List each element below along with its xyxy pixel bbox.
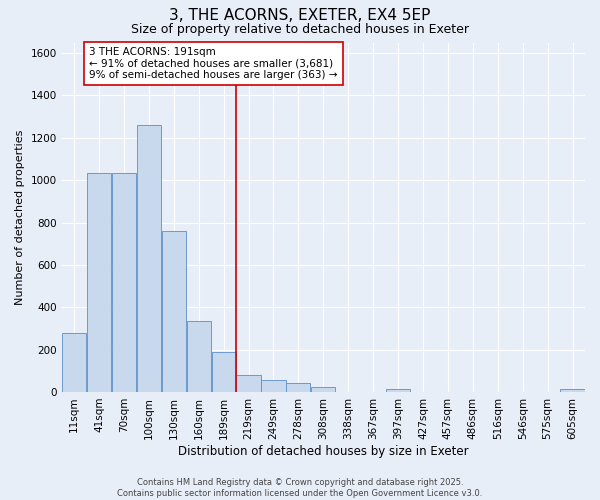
Bar (162, 231, 186, 392)
Bar (262, 380, 286, 392)
Text: 3, THE ACORNS, EXETER, EX4 5EP: 3, THE ACORNS, EXETER, EX4 5EP (169, 8, 431, 22)
Bar (386, 389, 410, 392)
X-axis label: Distribution of detached houses by size in Exeter: Distribution of detached houses by size … (178, 444, 469, 458)
Bar (311, 388, 335, 392)
Bar (137, 125, 161, 392)
Bar (560, 389, 584, 392)
Bar (87, 173, 111, 392)
Y-axis label: Number of detached properties: Number of detached properties (15, 130, 25, 305)
Bar (212, 352, 236, 392)
Text: 3 THE ACORNS: 191sqm
← 91% of detached houses are smaller (3,681)
9% of semi-det: 3 THE ACORNS: 191sqm ← 91% of detached h… (89, 46, 338, 80)
Bar (187, 321, 211, 392)
Text: Contains HM Land Registry data © Crown copyright and database right 2025.
Contai: Contains HM Land Registry data © Crown c… (118, 478, 482, 498)
Text: Size of property relative to detached houses in Exeter: Size of property relative to detached ho… (131, 22, 469, 36)
Bar (286, 384, 310, 392)
Bar (236, 375, 260, 392)
Bar (62, 332, 86, 392)
Bar (112, 173, 136, 392)
